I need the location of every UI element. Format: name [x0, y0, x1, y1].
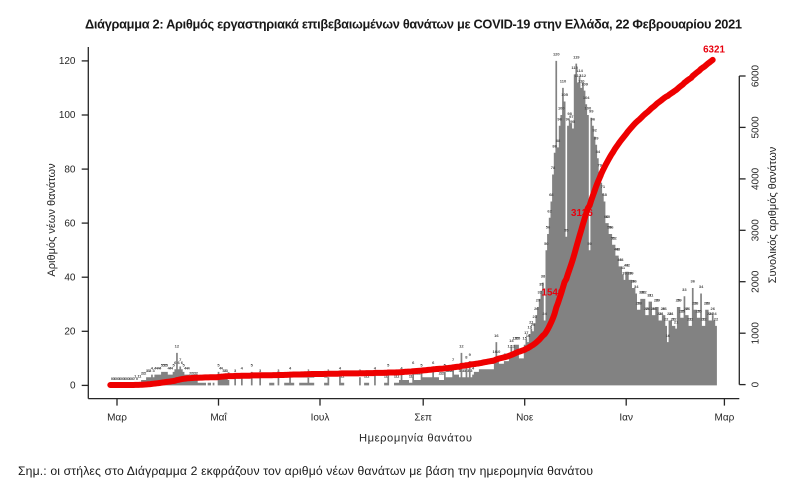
svg-text:Διάγραμμα 2: Αριθμός εργαστηρι: Διάγραμμα 2: Αριθμός εργαστηριακά επιβεβ…	[85, 17, 742, 32]
svg-text:Ιαν: Ιαν	[619, 413, 633, 424]
svg-text:Συνολικός αριθμός θανάτων: Συνολικός αριθμός θανάτων	[767, 146, 779, 283]
svg-text:3136: 3136	[571, 208, 593, 219]
svg-text:40: 40	[64, 272, 76, 283]
svg-text:6321: 6321	[703, 45, 725, 56]
svg-text:4000: 4000	[750, 167, 761, 190]
svg-text:Μαρ: Μαρ	[107, 413, 127, 424]
svg-text:60: 60	[64, 218, 76, 229]
svg-text:5000: 5000	[750, 116, 761, 139]
svg-text:100: 100	[59, 110, 76, 121]
svg-text:0: 0	[70, 381, 76, 392]
svg-text:20: 20	[64, 327, 76, 338]
svg-text:6000: 6000	[750, 64, 761, 87]
svg-text:Νοε: Νοε	[516, 413, 534, 424]
svg-text:Σεπ: Σεπ	[414, 413, 432, 424]
svg-text:1546: 1546	[542, 288, 564, 299]
svg-text:80: 80	[64, 164, 76, 175]
svg-text:3000: 3000	[750, 219, 761, 242]
svg-text:2000: 2000	[750, 270, 761, 293]
svg-text:Αριθμός νέων θανάτων: Αριθμός νέων θανάτων	[46, 163, 58, 277]
svg-text:Ιουλ: Ιουλ	[311, 413, 330, 424]
svg-text:120: 120	[59, 56, 76, 67]
svg-text:1000: 1000	[750, 322, 761, 345]
svg-text:Μαΐ: Μαΐ	[210, 412, 227, 424]
svg-text:Μαρ: Μαρ	[714, 413, 734, 424]
svg-text:Σημ.: οι στήλες στο Διάγραμμα: Σημ.: οι στήλες στο Διάγραμμα 2 εκφράζου…	[18, 464, 593, 478]
svg-text:0: 0	[750, 381, 761, 387]
svg-text:Ημερομηνία θανάτου: Ημερομηνία θανάτου	[359, 433, 472, 445]
